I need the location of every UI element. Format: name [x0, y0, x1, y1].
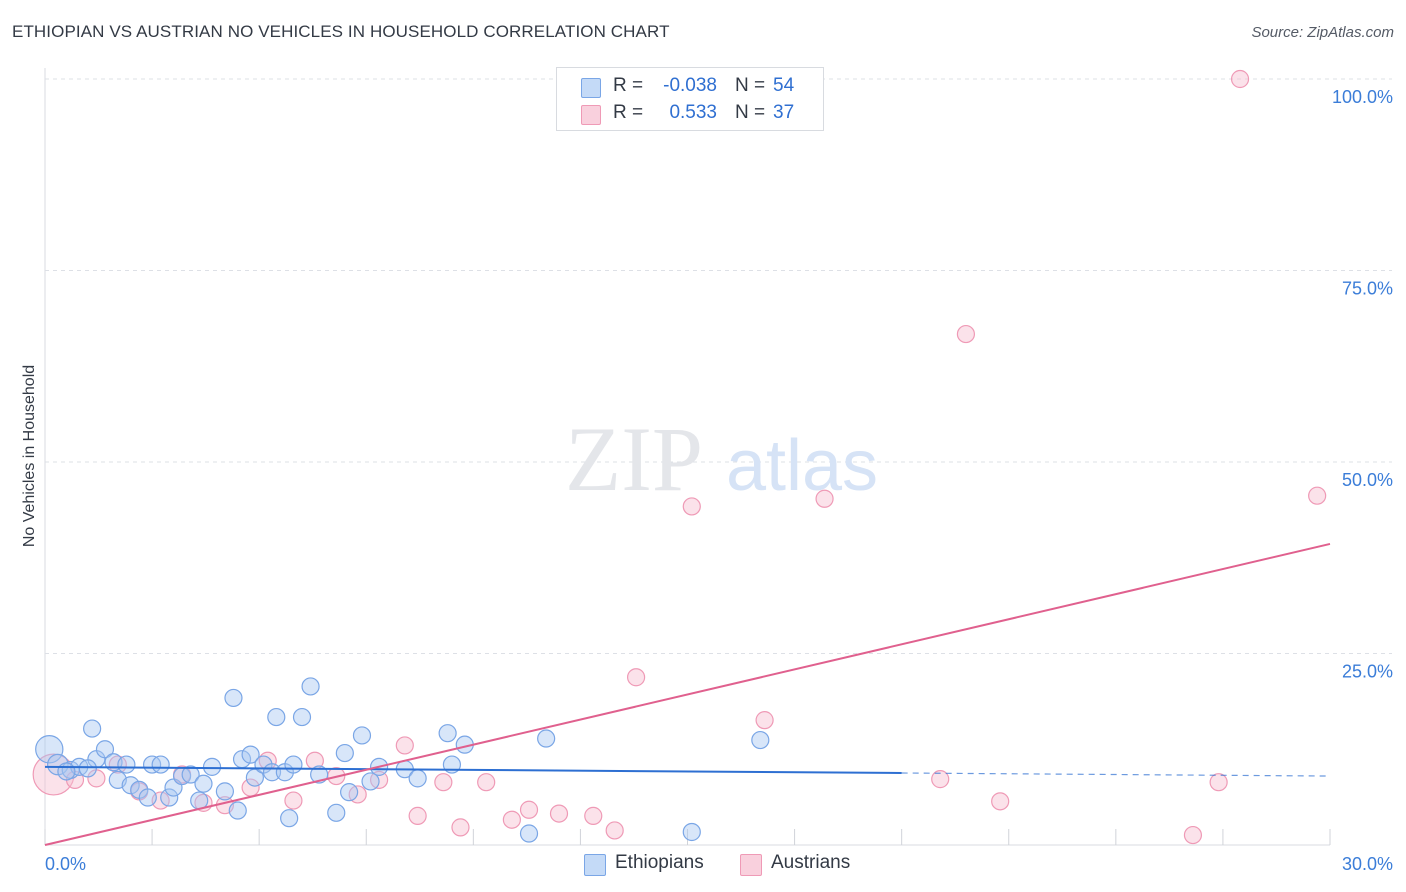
austrian-point [434, 773, 453, 792]
austrian-point [755, 711, 774, 730]
legend-n-label: N = [735, 102, 766, 123]
source-credit: Source: ZipAtlas.com [1251, 24, 1394, 41]
austrian-point [451, 818, 470, 837]
y-tick-label: 75.0% [1342, 279, 1393, 299]
legend-swatch-austrians [740, 854, 762, 876]
austrian-point [991, 792, 1010, 811]
ethiopian-point [537, 729, 556, 748]
ethiopian-point [241, 745, 260, 764]
ethiopian-point [438, 724, 457, 743]
austrian-point [931, 770, 950, 789]
legend-swatch-ethiopians [584, 854, 606, 876]
ethiopian-point [682, 822, 701, 842]
austrian-point [1183, 825, 1203, 845]
austrians-trendline [44, 542, 1331, 846]
ethiopian-point [57, 762, 76, 781]
austrian-point [956, 324, 976, 344]
austrian-point [626, 668, 646, 687]
legend-r-value: -0.038 [663, 75, 717, 96]
ethiopian-point [78, 759, 97, 778]
x-axis-tick-labels: 0.0% 30.0% [45, 854, 1393, 874]
y-tick-label: 100.0% [1332, 87, 1393, 107]
ethiopian-point [47, 753, 69, 776]
ethiopian-point [151, 755, 170, 774]
ethiopian-point [352, 726, 372, 745]
austrian-point [1209, 773, 1228, 792]
watermark-atlas: atlas [726, 426, 878, 506]
x-tick-label: 0.0% [45, 854, 86, 874]
legend-r-label: R = [613, 102, 644, 123]
y-tick-label: 50.0% [1342, 470, 1393, 490]
austrian-point [408, 806, 427, 825]
x-axis-ticks [44, 829, 1331, 845]
correlation-legend: R = -0.038 N = 54 R = 0.533 N = 37 [556, 67, 824, 131]
legend-n-label: N = [735, 75, 766, 96]
y-tick-label: 25.0% [1342, 662, 1393, 682]
austrian-point [549, 804, 569, 823]
austrian-point [284, 791, 303, 810]
ethiopian-point [83, 719, 102, 738]
ethiopian-point [121, 776, 140, 795]
ethiopian-point [95, 740, 115, 759]
zipatlas-watermark: ZIP atlas [565, 408, 878, 510]
legend-label-ethiopians: Ethiopians [615, 852, 704, 873]
legend-r-value: 0.533 [669, 102, 717, 123]
grid-lines [44, 68, 1392, 846]
trend-lines [44, 542, 1331, 846]
austrian-point [395, 736, 414, 755]
ethiopians-trendline-extension [901, 772, 1331, 777]
ethiopian-point [327, 803, 346, 822]
legend-swatch-blue [581, 78, 601, 98]
ethiopian-point [228, 801, 247, 820]
ethiopian-point [160, 788, 179, 807]
legend-n-value: 37 [773, 102, 795, 123]
watermark-zip: ZIP [565, 408, 703, 510]
chart-title: ETHIOPIAN VS AUSTRIAN NO VEHICLES IN HOU… [12, 22, 670, 41]
ethiopian-point [335, 743, 354, 763]
y-axis-tick-labels: 25.0% 50.0% 75.0% 100.0% [1332, 87, 1393, 682]
ethiopian-point [138, 788, 157, 807]
austrian-point [502, 810, 521, 829]
ethiopian-point [292, 707, 312, 727]
austrian-point [815, 489, 834, 508]
x-tick-label: 30.0% [1342, 854, 1393, 874]
ethiopian-point [224, 688, 243, 708]
ethiopian-point [194, 774, 213, 793]
austrian-point [519, 800, 539, 819]
ethiopians-trendline [44, 765, 902, 774]
legend-row-austrians: R = 0.533 N = 37 [557, 101, 823, 127]
ethiopian-point [181, 765, 200, 784]
legend-swatch-pink [581, 105, 601, 125]
austrian-point [584, 806, 603, 825]
ethiopian-point [117, 755, 136, 774]
legend-row-ethiopians: R = -0.038 N = 54 [557, 74, 823, 100]
austrian-point [682, 497, 701, 516]
ethiopian-point [301, 677, 320, 696]
ethiopian-point [751, 730, 770, 750]
austrian-point [1230, 69, 1250, 89]
y-axis-label: No Vehicles in Household [21, 365, 38, 547]
austrians-points [32, 69, 1327, 845]
legend-label-austrians: Austrians [771, 852, 851, 873]
legend-r-label: R = [613, 75, 644, 96]
legend-n-value: 54 [773, 75, 795, 96]
ethiopian-point [35, 735, 64, 764]
austrian-point [1308, 486, 1327, 505]
ethiopian-point [202, 757, 222, 776]
ethiopians-points [35, 677, 770, 843]
austrian-point [605, 821, 624, 840]
ethiopian-point [215, 782, 234, 801]
ethiopian-point [340, 783, 359, 802]
ethiopian-point [408, 769, 427, 788]
ethiopian-point [361, 772, 380, 791]
ethiopian-point [280, 809, 299, 828]
ethiopian-point [519, 824, 539, 843]
ethiopian-point [267, 707, 286, 727]
austrian-point [477, 773, 496, 792]
ethiopian-point [284, 755, 303, 774]
